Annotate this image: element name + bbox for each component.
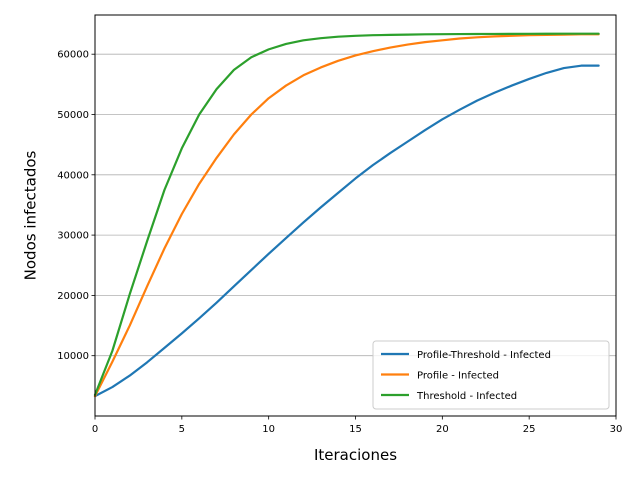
legend-box [372,340,610,410]
x-axis-ticks: 0 5 10 15 20 25 30 [92,416,623,435]
legend-label: Profile - Infected [417,371,499,382]
x-tick-label: 0 [92,424,98,435]
series-lines [93,32,600,398]
y-tick-label: 50000 [57,110,89,121]
x-tick-label: 20 [436,424,449,435]
x-tick-label: 30 [610,424,623,435]
y-tick-label: 40000 [57,170,89,181]
y-tick-label: 60000 [57,50,89,61]
legend-label: Threshold - Infected [416,391,517,402]
x-tick-label: 15 [349,424,362,435]
x-tick-label: 5 [179,424,185,435]
y-tick-label: 20000 [57,291,89,302]
y-gridlines [95,53,616,357]
series-line-2 [93,32,600,396]
y-tick-label: 10000 [57,351,89,362]
y-axis-ticks: 10000 20000 30000 40000 50000 60000 [57,50,95,362]
legend-label: Profile-Threshold - Infected [417,350,551,361]
series-line-0 [93,64,600,398]
x-tick-label: 10 [262,424,275,435]
x-tick-label: 25 [523,424,536,435]
y-axis-label: Nodos infectados [21,150,39,280]
series-line-1 [93,33,600,398]
y-tick-label: 30000 [57,231,89,242]
legend: Profile-Threshold - Infected Profile - In… [372,340,610,410]
x-axis-label: Iteraciones [314,446,397,464]
